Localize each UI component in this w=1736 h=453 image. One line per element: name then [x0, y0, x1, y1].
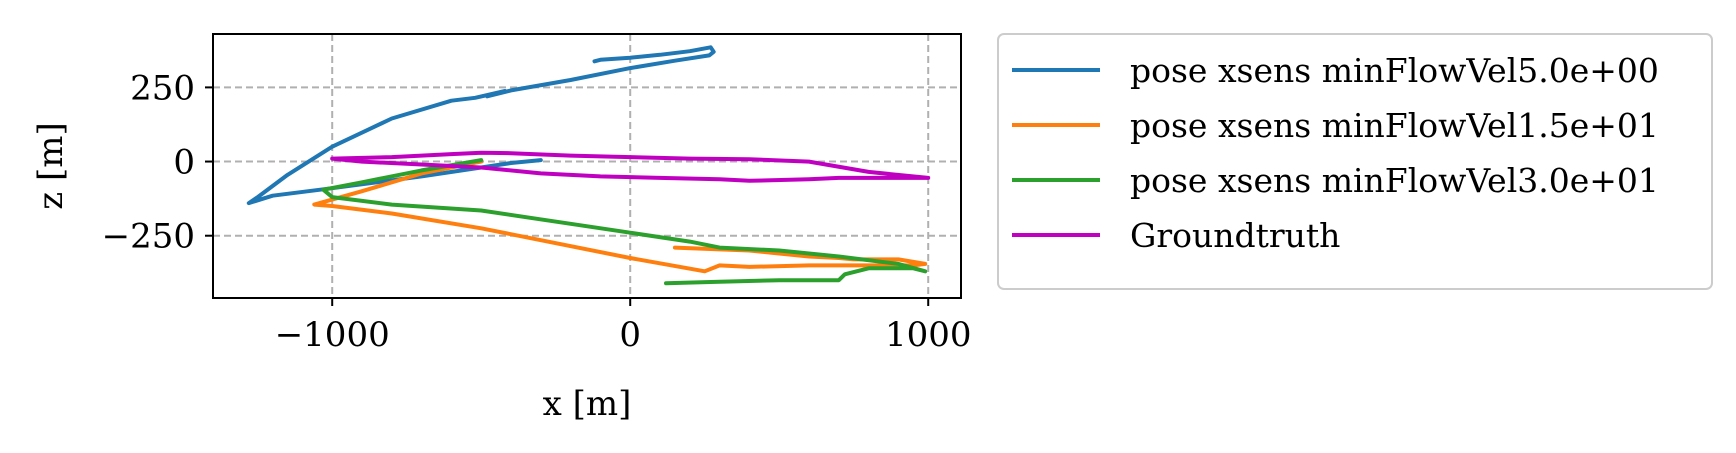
axis-ticks: −1000 0 1000 250 0 −250	[102, 68, 972, 355]
grid-lines	[213, 34, 961, 298]
legend: pose xsens minFlowVel5.0e+00 pose xsens m…	[997, 33, 1713, 290]
plot-area	[212, 33, 962, 299]
y-axis-title: z [m]	[31, 122, 71, 210]
series-line-4	[330, 150, 931, 183]
legend-label: Groundtruth	[1130, 216, 1340, 255]
legend-label: pose xsens minFlowVel5.0e+00	[1130, 51, 1659, 90]
plot-frame	[212, 33, 962, 299]
x-tick-label: −1000	[275, 315, 390, 355]
x-tick-label: 0	[619, 315, 641, 355]
y-tick-label: 0	[173, 143, 195, 183]
legend-box	[997, 33, 1713, 290]
legend-entries: pose xsens minFlowVel5.0e+00 pose xsens m…	[1012, 51, 1659, 255]
y-tick-label: 250	[130, 68, 195, 108]
y-tick-label: −250	[102, 217, 195, 257]
series-line-1	[246, 45, 716, 206]
legend-label: pose xsens minFlowVel3.0e+01	[1130, 161, 1659, 200]
legend-label: pose xsens minFlowVel1.5e+01	[1130, 106, 1659, 145]
x-tick-label: 1000	[885, 315, 972, 355]
series-lines	[246, 45, 931, 286]
series-line-3	[321, 158, 928, 286]
x-axis-title: x [m]	[543, 384, 632, 424]
